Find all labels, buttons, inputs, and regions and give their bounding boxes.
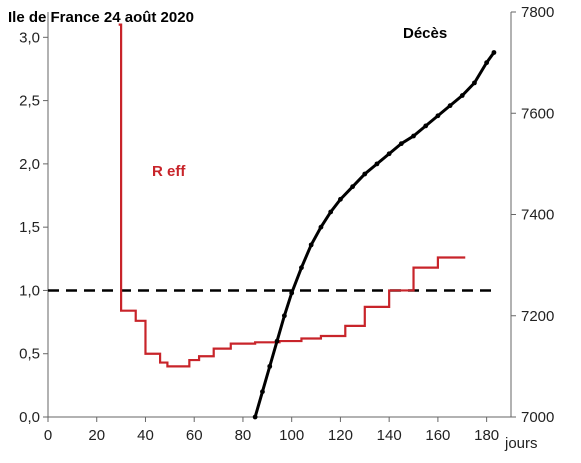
deces-point — [435, 113, 441, 119]
x-tick-label: 100 — [279, 427, 304, 444]
y-right-tick-label: 7200 — [521, 308, 554, 325]
x-tick-label: 160 — [425, 427, 450, 444]
x-axis-label: jours — [504, 435, 538, 452]
deces-point — [308, 242, 314, 248]
deces-point — [289, 290, 295, 296]
x-tick-label: 0 — [44, 427, 52, 444]
deces-point — [447, 103, 453, 109]
x-tick-label: 60 — [186, 427, 203, 444]
y-right-tick-label: 7800 — [521, 4, 554, 21]
y-left-tick-label: 0,5 — [19, 346, 40, 363]
deces-point — [274, 338, 280, 344]
x-tick-label: 40 — [137, 427, 154, 444]
deces-point — [338, 196, 343, 202]
deces-point — [299, 265, 304, 271]
x-tick-label: 140 — [377, 427, 402, 444]
axes: 0 20 40 60 80 100 120 140 160 180 0,0 0,5 1,0 1,5 2,0 2… — [19, 4, 554, 444]
y-left-tick-label: 1,0 — [19, 282, 40, 299]
deces-point — [362, 171, 368, 177]
deces-point — [267, 363, 273, 369]
deces-point — [491, 50, 497, 55]
deces-point — [260, 389, 265, 395]
series-label-r-eff: R eff — [152, 163, 186, 180]
deces-line — [253, 51, 496, 418]
deces-point — [472, 80, 477, 86]
y-right-tick-label: 7400 — [521, 207, 554, 224]
x-tick-label: 80 — [235, 427, 252, 444]
deces-point — [484, 60, 490, 66]
deces-point — [459, 93, 465, 98]
deces-point — [328, 209, 334, 215]
x-tick-label: 120 — [328, 427, 353, 444]
r-eff-line — [118, 23, 466, 368]
y-left-tick-label: 0,0 — [19, 409, 40, 426]
y-right-tick-label: 7000 — [521, 409, 554, 426]
chart-title: Ile de France 24 août 2020 — [8, 9, 194, 26]
deces-point — [318, 224, 324, 230]
deces-point — [374, 161, 380, 167]
y-left-tick-label: 3,0 — [19, 29, 40, 46]
deces-point — [350, 184, 356, 190]
y-left-tick-label: 2,5 — [19, 93, 40, 110]
series-r-eff — [118, 23, 466, 368]
x-tick-label: 20 — [88, 427, 105, 444]
y-right-tick-label: 7600 — [521, 105, 554, 122]
y-left-tick-label: 1,5 — [19, 219, 40, 236]
y-left-tick-label: 2,0 — [19, 156, 40, 173]
deces-point — [411, 133, 416, 139]
x-tick-label: 180 — [474, 427, 499, 444]
series-label-deces: Décès — [403, 25, 447, 42]
deces-point — [386, 151, 392, 157]
deces-point — [398, 141, 404, 147]
deces-point — [252, 414, 258, 420]
series-deces — [252, 50, 497, 420]
deces-point — [423, 123, 429, 129]
deces-point — [281, 313, 287, 319]
